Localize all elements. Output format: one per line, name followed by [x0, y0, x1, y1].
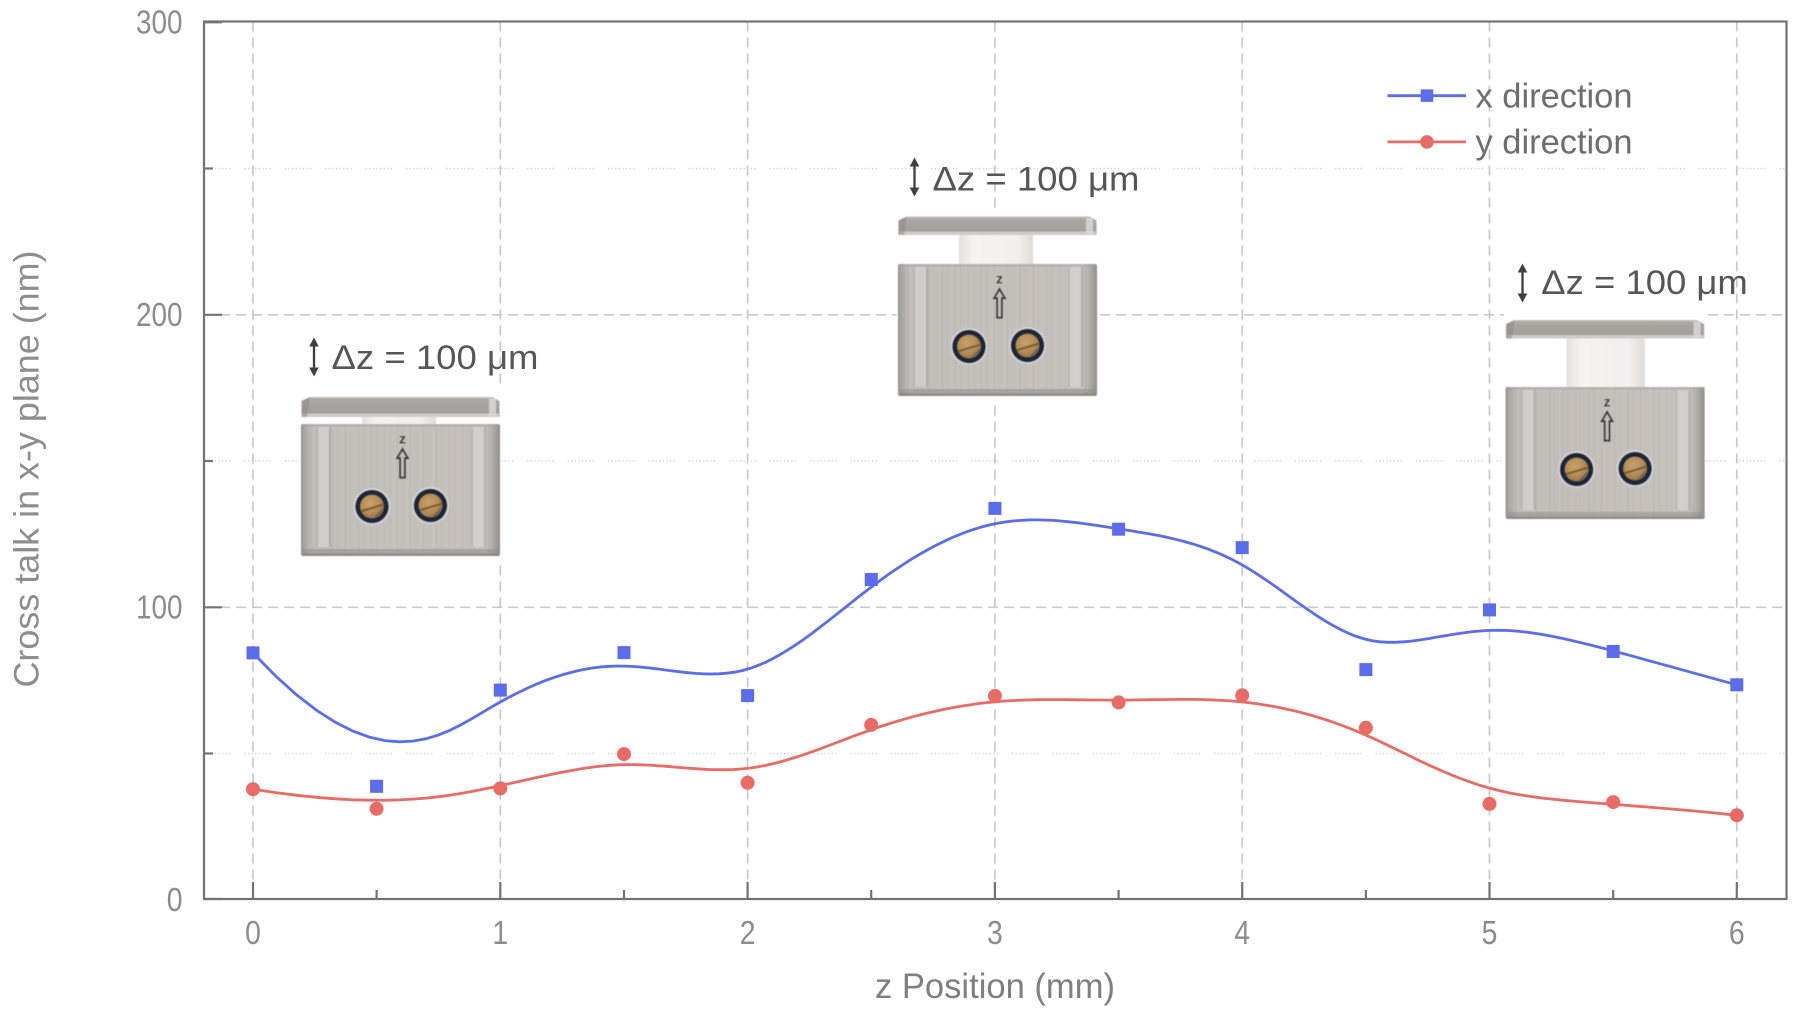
- svg-text:4: 4: [1234, 914, 1250, 951]
- svg-text:3: 3: [987, 914, 1003, 951]
- svg-text:x direction: x direction: [1476, 78, 1633, 116]
- svg-text:200: 200: [136, 296, 183, 333]
- svg-text:z Position (mm): z Position (mm): [875, 967, 1115, 1006]
- svg-text:1: 1: [492, 914, 508, 951]
- svg-text:5: 5: [1482, 914, 1498, 951]
- svg-text:0: 0: [167, 881, 183, 918]
- svg-text:y direction: y direction: [1476, 124, 1633, 162]
- svg-text:Δz = 100 μm: Δz = 100 μm: [332, 339, 539, 377]
- svg-text:Cross talk in x-y plane (nm): Cross talk in x-y plane (nm): [8, 251, 47, 688]
- svg-text:0: 0: [245, 914, 261, 951]
- svg-text:Δz = 100 μm: Δz = 100 μm: [1541, 264, 1748, 302]
- svg-text:2: 2: [740, 914, 756, 951]
- svg-text:Δz = 100 μm: Δz = 100 μm: [933, 161, 1140, 199]
- svg-text:100: 100: [136, 588, 183, 625]
- svg-text:6: 6: [1729, 914, 1745, 951]
- svg-text:300: 300: [136, 3, 183, 40]
